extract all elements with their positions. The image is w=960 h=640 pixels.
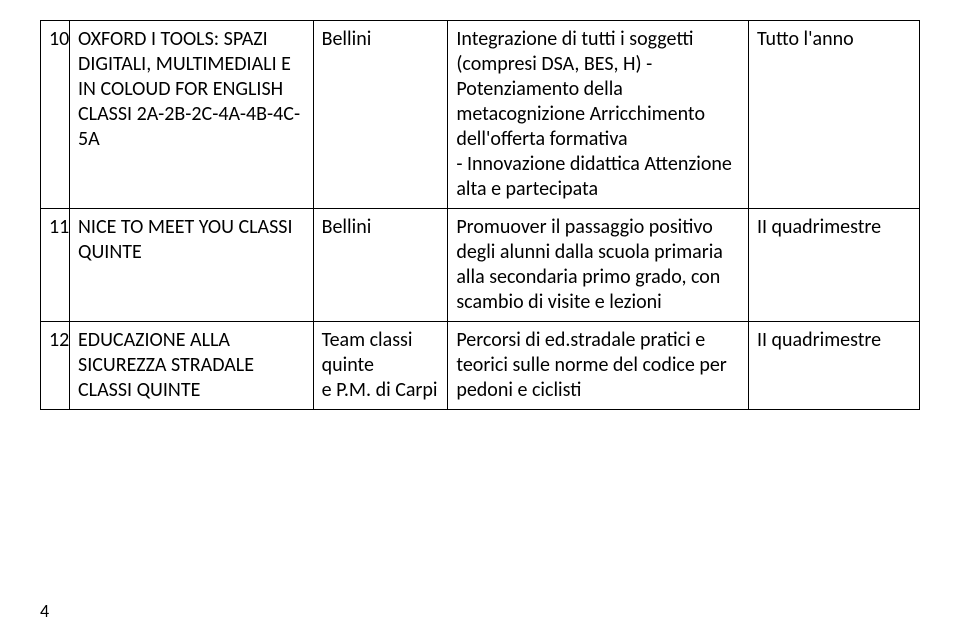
cell-title: EDUCAZIONE ALLA SICUREZZA STRADALE CLASS… [70,322,314,410]
cell-num: 12 [41,322,70,410]
cell-description: Integrazione di tutti i soggetti (compre… [448,21,749,209]
table-row: 10 OXFORD I TOOLS: SPAZI DIGITALI, MULTI… [41,21,920,209]
cell-responsible: Team classi quinte e P.M. di Carpi [313,322,448,410]
cell-timing: II quadrimestre [748,322,919,410]
cell-num: 10 [41,21,70,209]
cell-responsible: Bellini [313,209,448,322]
table-row: 11 NICE TO MEET YOU CLASSI QUINTE Bellin… [41,209,920,322]
cell-title: OXFORD I TOOLS: SPAZI DIGITALI, MULTIMED… [70,21,314,209]
cell-timing: II quadrimestre [748,209,919,322]
document-page: 10 OXFORD I TOOLS: SPAZI DIGITALI, MULTI… [0,0,960,640]
cell-responsible: Bellini [313,21,448,209]
cell-num: 11 [41,209,70,322]
cell-description: Promuover il passaggio positivo degli al… [448,209,749,322]
cell-timing: Tutto l'anno [748,21,919,209]
cell-title: NICE TO MEET YOU CLASSI QUINTE [70,209,314,322]
cell-description: Percorsi di ed.stradale pratici e teoric… [448,322,749,410]
table-row: 12 EDUCAZIONE ALLA SICUREZZA STRADALE CL… [41,322,920,410]
course-table: 10 OXFORD I TOOLS: SPAZI DIGITALI, MULTI… [40,20,920,410]
page-number: 4 [40,600,49,622]
